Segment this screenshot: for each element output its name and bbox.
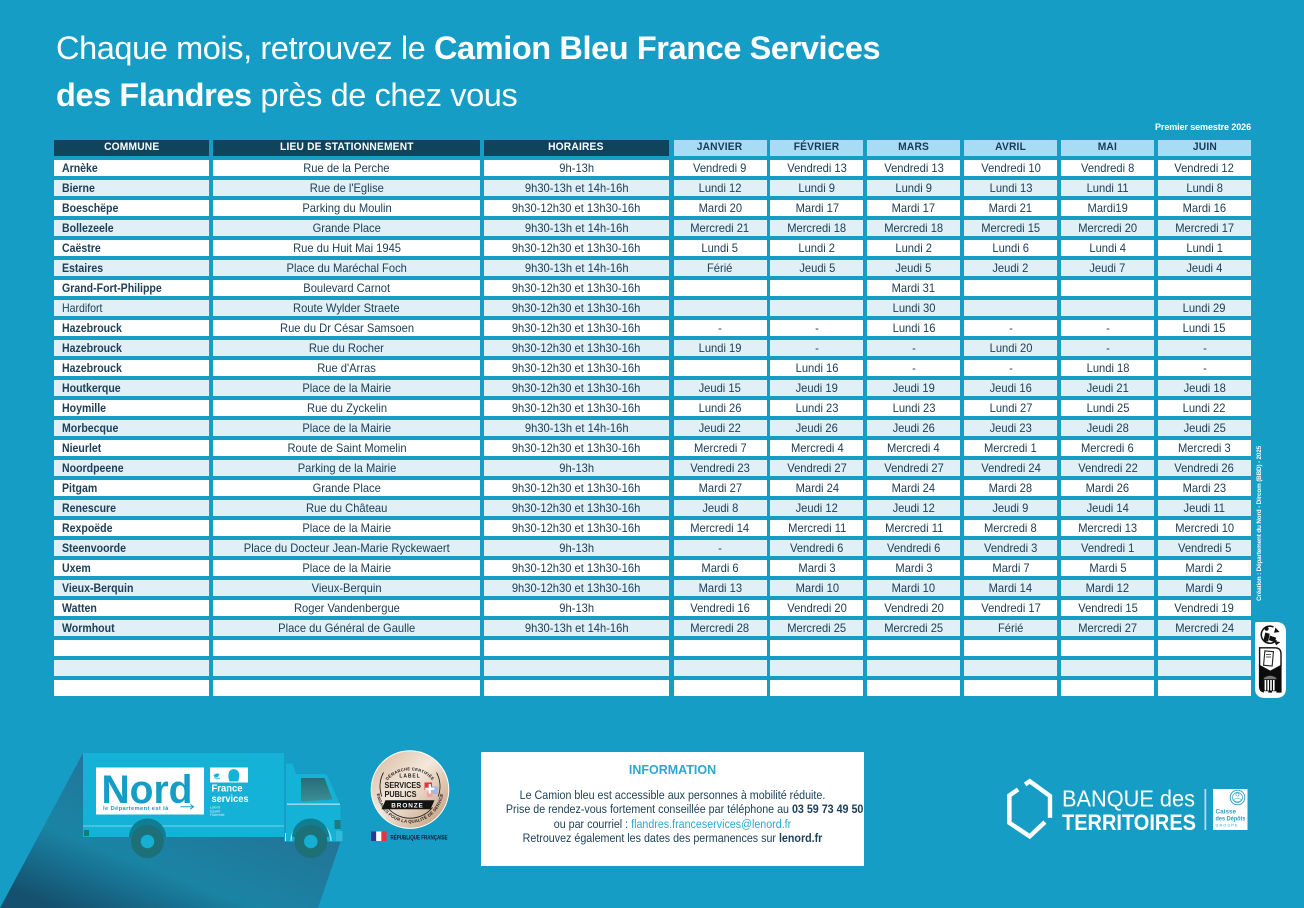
svg-text:services: services <box>212 793 249 805</box>
svg-text:RÉPUBLIQUE FRANÇAISE: RÉPUBLIQUE FRANÇAISE <box>391 832 448 841</box>
svg-text:PUBLICS: PUBLICS <box>385 790 418 799</box>
svg-text:Fraternité: Fraternité <box>210 813 225 817</box>
svg-text:GROUPE: GROUPE <box>1216 824 1239 828</box>
svg-text:SERVICES: SERVICES <box>385 781 422 790</box>
svg-text:BRONZE: BRONZE <box>391 802 423 809</box>
svg-text:Liberté: Liberté <box>210 806 220 810</box>
svg-text:Égalité: Égalité <box>210 808 220 813</box>
svg-text:le Département est là: le Département est là <box>103 806 169 812</box>
svg-text:France: France <box>212 783 243 795</box>
svg-text:TERRITOIRES: TERRITOIRES <box>1062 810 1196 835</box>
svg-text:BANQUE des: BANQUE des <box>1062 786 1195 812</box>
svg-text:Nord: Nord <box>102 768 193 812</box>
svg-text:LABEL: LABEL <box>399 774 420 780</box>
svg-text:des Dépôts: des Dépôts <box>1216 816 1246 823</box>
svg-text:Caisse: Caisse <box>1216 809 1237 816</box>
